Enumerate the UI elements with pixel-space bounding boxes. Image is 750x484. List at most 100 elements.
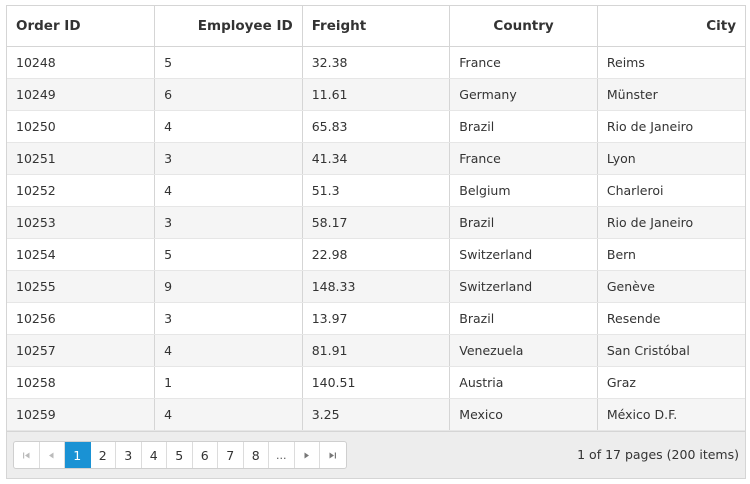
cell-employee-id[interactable]: 6 (154, 78, 303, 111)
orders-table: Order ID Employee ID Freight Country Cit… (7, 6, 745, 431)
cell-employee-id[interactable]: 4 (154, 334, 303, 367)
cell-country[interactable]: Brazil (449, 110, 598, 143)
cell-country[interactable]: France (449, 142, 598, 175)
cell-city[interactable]: Reims (597, 46, 745, 79)
page-button-6[interactable]: 6 (193, 442, 218, 468)
previous-page-button[interactable] (40, 442, 65, 468)
next-page-button[interactable] (295, 442, 320, 468)
cell-country[interactable]: Brazil (449, 206, 598, 239)
cell-country[interactable]: Switzerland (449, 238, 598, 271)
cell-freight[interactable]: 41.34 (302, 142, 451, 175)
cell-employee-id[interactable]: 3 (154, 206, 303, 239)
cell-country[interactable]: Venezuela (449, 334, 598, 367)
cell-employee-id[interactable]: 4 (154, 398, 303, 431)
cell-employee-id[interactable]: 1 (154, 366, 303, 399)
cell-freight[interactable]: 140.51 (302, 366, 451, 399)
more-pages-button[interactable]: ... (269, 442, 295, 468)
cell-order-id[interactable]: 10249 (7, 78, 156, 111)
previous-page-icon (49, 452, 54, 458)
table-row[interactable]: 10259 4 3.25 Mexico México D.F. (7, 398, 745, 431)
table-row[interactable]: 10256 3 13.97 Brazil Resende (7, 302, 745, 335)
last-page-icon (329, 452, 337, 458)
cell-country[interactable]: France (449, 46, 598, 79)
table-row[interactable]: 10251 3 41.34 France Lyon (7, 142, 745, 175)
cell-city[interactable]: Bern (597, 238, 745, 271)
cell-freight[interactable]: 58.17 (302, 206, 451, 239)
cell-order-id[interactable]: 10252 (7, 174, 156, 207)
table-row[interactable]: 10257 4 81.91 Venezuela San Cristóbal (7, 334, 745, 367)
cell-freight[interactable]: 81.91 (302, 334, 451, 367)
cell-country[interactable]: Belgium (449, 174, 598, 207)
cell-employee-id[interactable]: 5 (154, 46, 303, 79)
table-row[interactable]: 10249 6 11.61 Germany Münster (7, 78, 745, 111)
cell-country[interactable]: Mexico (449, 398, 598, 431)
column-header-employee-id[interactable]: Employee ID (154, 6, 303, 47)
page-button-1[interactable]: 1 (65, 442, 91, 468)
table-row[interactable]: 10248 5 32.38 France Reims (7, 46, 745, 79)
cell-order-id[interactable]: 10257 (7, 334, 156, 367)
table-row[interactable]: 10250 4 65.83 Brazil Rio de Janeiro (7, 110, 745, 143)
column-header-order-id[interactable]: Order ID (7, 6, 156, 47)
cell-employee-id[interactable]: 3 (154, 142, 303, 175)
cell-country[interactable]: Brazil (449, 302, 598, 335)
cell-order-id[interactable]: 10254 (7, 238, 156, 271)
orders-grid: Order ID Employee ID Freight Country Cit… (6, 5, 746, 479)
cell-freight[interactable]: 148.33 (302, 270, 451, 303)
page-button-2[interactable]: 2 (91, 442, 116, 468)
cell-employee-id[interactable]: 3 (154, 302, 303, 335)
cell-freight[interactable]: 65.83 (302, 110, 451, 143)
cell-order-id[interactable]: 10258 (7, 366, 156, 399)
cell-country[interactable]: Germany (449, 78, 598, 111)
page-button-4[interactable]: 4 (142, 442, 167, 468)
cell-employee-id[interactable]: 4 (154, 110, 303, 143)
cell-employee-id[interactable]: 4 (154, 174, 303, 207)
cell-city[interactable]: Genève (597, 270, 745, 303)
table-row[interactable]: 10255 9 148.33 Switzerland Genève (7, 270, 745, 303)
cell-city[interactable]: Lyon (597, 142, 745, 175)
cell-order-id[interactable]: 10259 (7, 398, 156, 431)
header-row: Order ID Employee ID Freight Country Cit… (7, 6, 745, 47)
page-button-7[interactable]: 7 (218, 442, 244, 468)
cell-city[interactable]: Resende (597, 302, 745, 335)
cell-order-id[interactable]: 10250 (7, 110, 156, 143)
cell-city[interactable]: Rio de Janeiro (597, 110, 745, 143)
column-header-country[interactable]: Country (449, 6, 598, 47)
cell-city[interactable]: Graz (597, 366, 745, 399)
table-row[interactable]: 10252 4 51.3 Belgium Charleroi (7, 174, 745, 207)
table-body: 10248 5 32.38 France Reims 10249 6 11.61… (7, 46, 745, 431)
column-header-freight[interactable]: Freight (302, 6, 451, 47)
column-header-city[interactable]: City (597, 6, 745, 47)
table-row[interactable]: 10254 5 22.98 Switzerland Bern (7, 238, 745, 271)
cell-order-id[interactable]: 10256 (7, 302, 156, 335)
table-row[interactable]: 10253 3 58.17 Brazil Rio de Janeiro (7, 206, 745, 239)
cell-freight[interactable]: 3.25 (302, 398, 451, 431)
cell-order-id[interactable]: 10248 (7, 46, 156, 79)
cell-employee-id[interactable]: 9 (154, 270, 303, 303)
cell-freight[interactable]: 51.3 (302, 174, 451, 207)
cell-order-id[interactable]: 10253 (7, 206, 156, 239)
cell-city[interactable]: Charleroi (597, 174, 745, 207)
table-row[interactable]: 10258 1 140.51 Austria Graz (7, 366, 745, 399)
pager-info: 1 of 17 pages (200 items) (577, 447, 739, 462)
page-button-5[interactable]: 5 (167, 442, 193, 468)
first-page-icon (22, 452, 30, 458)
first-page-button[interactable] (14, 442, 40, 468)
last-page-button[interactable] (320, 442, 346, 468)
cell-freight[interactable]: 22.98 (302, 238, 451, 271)
next-page-icon (304, 452, 310, 458)
cell-order-id[interactable]: 10251 (7, 142, 156, 175)
page-button-8[interactable]: 8 (244, 442, 269, 468)
cell-country[interactable]: Austria (449, 366, 598, 399)
cell-order-id[interactable]: 10255 (7, 270, 156, 303)
pager: 1 2 3 4 5 6 7 8 ... 1 of 17 pages (200 i… (7, 431, 745, 478)
cell-employee-id[interactable]: 5 (154, 238, 303, 271)
page-button-3[interactable]: 3 (116, 442, 142, 468)
cell-freight[interactable]: 11.61 (302, 78, 451, 111)
cell-freight[interactable]: 32.38 (302, 46, 451, 79)
cell-country[interactable]: Switzerland (449, 270, 598, 303)
cell-city[interactable]: México D.F. (597, 398, 745, 431)
cell-city[interactable]: Rio de Janeiro (597, 206, 745, 239)
cell-city[interactable]: Münster (597, 78, 745, 111)
cell-freight[interactable]: 13.97 (302, 302, 451, 335)
cell-city[interactable]: San Cristóbal (597, 334, 745, 367)
